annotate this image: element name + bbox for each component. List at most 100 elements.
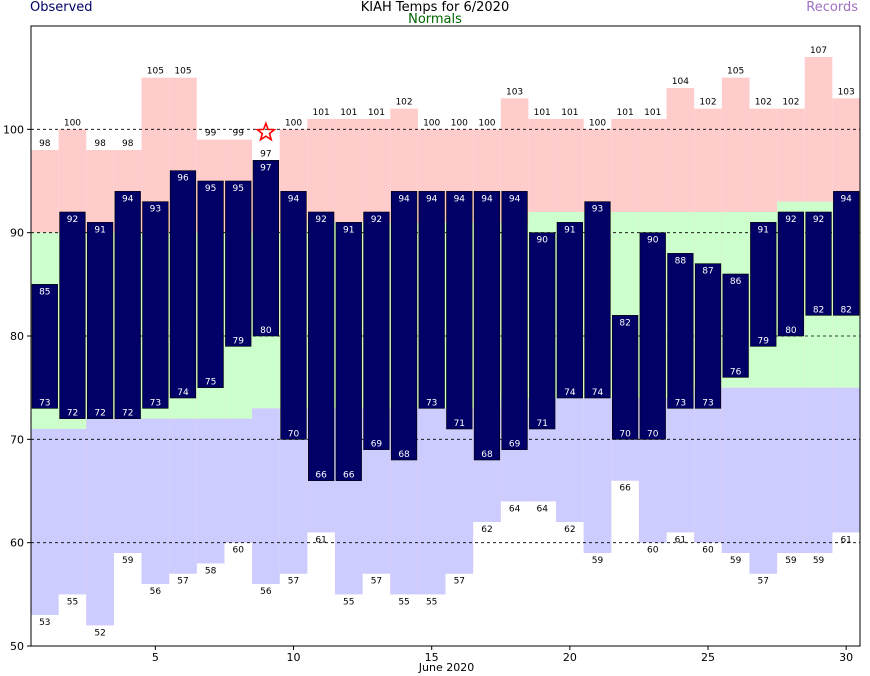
record-low-band: [196, 418, 225, 564]
observed-low-label: 76: [730, 367, 742, 377]
observed-bar: [833, 191, 860, 316]
observed-low-label: 68: [398, 450, 410, 460]
record-high-label: 98: [122, 139, 134, 149]
observed-low-label: 79: [758, 336, 770, 346]
record-low-band: [749, 387, 778, 574]
observed-bar: [308, 211, 335, 481]
observed-high-label: 92: [67, 215, 78, 225]
record-low-label: 59: [122, 556, 134, 566]
observed-high-label: 90: [647, 236, 659, 246]
observed-bar: [59, 211, 86, 419]
record-low-label: 57: [758, 577, 769, 587]
record-low-label: 57: [454, 577, 465, 587]
x-tick-label: 15: [425, 651, 439, 664]
observed-low-label: 66: [315, 471, 327, 481]
observed-bar: [363, 211, 390, 450]
observed-high-label: 95: [205, 184, 216, 194]
record-low-label: 64: [509, 504, 521, 514]
observed-high-label: 85: [39, 287, 50, 297]
record-low-label: 59: [813, 556, 825, 566]
x-tick-label: 10: [287, 651, 301, 664]
record-high-label: 101: [617, 108, 634, 118]
record-low-band: [832, 387, 860, 533]
observed-high-label: 94: [509, 194, 521, 204]
record-low-band: [86, 418, 114, 626]
observed-bar: [639, 232, 666, 440]
record-high-label: 99: [233, 129, 245, 139]
record-high-label: 103: [838, 87, 855, 97]
observed-bars: [31, 160, 860, 481]
record-low-band: [113, 418, 142, 553]
observed-low-label: 73: [426, 398, 437, 408]
record-low-label: 60: [647, 546, 659, 556]
record-high-label: 102: [782, 98, 799, 108]
observed-bar: [750, 222, 777, 347]
observed-high-label: 90: [536, 236, 548, 246]
record-low-band: [721, 387, 750, 553]
observed-high-label: 97: [260, 163, 271, 173]
observed-bar: [777, 211, 805, 337]
record-high-label: 105: [147, 67, 164, 77]
record-low-band: [169, 418, 197, 574]
record-low-label: 52: [94, 628, 105, 638]
observed-high-label: 94: [398, 194, 410, 204]
observed-low-label: 75: [205, 378, 216, 388]
observed-low-label: 80: [260, 326, 272, 336]
observed-low-label: 70: [647, 429, 659, 439]
x-tick-label: 20: [563, 651, 577, 664]
observed-bar: [252, 160, 279, 337]
record-low-label: 58: [205, 566, 217, 576]
record-low-band: [777, 387, 805, 553]
x-axis-label: June 2020: [418, 661, 474, 674]
observed-high-label: 93: [150, 205, 161, 215]
observed-low-label: 74: [177, 388, 189, 398]
record-low-label: 62: [564, 525, 575, 535]
observed-low-label: 72: [94, 409, 105, 419]
observed-low-label: 73: [150, 398, 161, 408]
record-low-band: [224, 418, 253, 543]
observed-high-label: 93: [592, 205, 603, 215]
record-low-band: [417, 408, 446, 595]
observed-bar: [722, 273, 749, 378]
observed-high-label: 94: [454, 194, 466, 204]
observed-high-label: 95: [233, 184, 244, 194]
observed-high-label: 92: [371, 215, 382, 225]
record-star-icon: [255, 121, 277, 142]
observed-high-label: 91: [94, 225, 105, 235]
observed-low-label: 66: [343, 471, 355, 481]
y-tick-label: 90: [10, 227, 24, 240]
record-low-label: 55: [398, 597, 409, 607]
record-high-label: 100: [64, 118, 81, 128]
record-high-label: 101: [561, 108, 578, 118]
record-low-band: [694, 387, 722, 543]
record-low-band: [31, 429, 59, 615]
observed-low-label: 71: [454, 419, 465, 429]
observed-low-label: 74: [592, 388, 604, 398]
record-low-label: 60: [233, 546, 245, 556]
chart-title: KIAH Temps for 6/2020: [360, 0, 510, 15]
record-high-label: 97: [260, 149, 271, 159]
record-high-label: 102: [755, 98, 772, 108]
record-low-band: [583, 398, 612, 553]
record-low-label: 56: [150, 587, 162, 597]
x-tick-label: 25: [701, 651, 715, 664]
observed-low-label: 79: [233, 336, 245, 346]
observed-bar: [225, 180, 252, 347]
legend-observed: Observed: [30, 0, 93, 15]
observed-bar: [529, 232, 556, 430]
observed-bar: [611, 315, 639, 440]
observed-bar: [667, 253, 694, 409]
record-high-label: 100: [285, 118, 302, 128]
record-low-label: 59: [785, 556, 797, 566]
record-low-label: 53: [39, 618, 50, 628]
observed-high-label: 94: [122, 194, 134, 204]
observed-bar: [694, 263, 722, 409]
record-low-label: 59: [592, 556, 604, 566]
record-low-label: 62: [481, 525, 492, 535]
observed-high-label: 94: [481, 194, 493, 204]
record-high-label: 101: [644, 108, 661, 118]
value-labels: 98 85 73 53 100 92 72 55 98 91 72 52 98 94 72 59 105 93 73…: [39, 46, 855, 638]
observed-low-label: 82: [840, 305, 851, 315]
observed-low-label: 82: [813, 305, 824, 315]
